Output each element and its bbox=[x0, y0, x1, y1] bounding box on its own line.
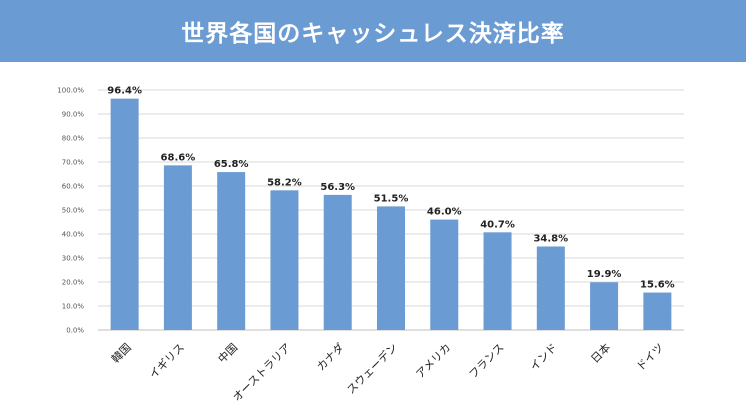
bar bbox=[483, 232, 512, 330]
category-label: アメリカ bbox=[413, 341, 453, 381]
y-tick-label: 60.0% bbox=[62, 183, 85, 191]
data-label: 46.0% bbox=[427, 207, 462, 218]
category-label: 中国 bbox=[216, 341, 241, 366]
y-tick-label: 0.0% bbox=[66, 327, 84, 335]
bar bbox=[110, 98, 139, 330]
category-label: イギリス bbox=[147, 341, 187, 381]
category-label: インド bbox=[527, 341, 560, 374]
category-label: フランス bbox=[467, 341, 507, 381]
bar bbox=[270, 190, 299, 330]
y-tick-label: 90.0% bbox=[62, 111, 85, 119]
y-tick-label: 10.0% bbox=[62, 303, 85, 311]
data-label: 58.2% bbox=[267, 177, 302, 188]
data-label: 65.8% bbox=[214, 159, 249, 170]
bar bbox=[643, 292, 672, 330]
data-label: 96.4% bbox=[107, 86, 142, 97]
bar bbox=[163, 165, 192, 330]
bar bbox=[323, 194, 352, 330]
bar bbox=[377, 206, 405, 330]
category-label: カナダ bbox=[314, 340, 347, 373]
y-tick-label: 100.0% bbox=[57, 87, 84, 95]
data-label: 68.6% bbox=[161, 152, 196, 163]
category-label: スウェーデン bbox=[344, 340, 401, 397]
data-label: 19.9% bbox=[587, 269, 622, 280]
data-label: 15.6% bbox=[640, 280, 675, 291]
bar bbox=[590, 282, 619, 330]
y-tick-label: 20.0% bbox=[62, 279, 85, 287]
title-banner: 世界各国のキャッシュレス決済比率 bbox=[0, 0, 746, 62]
category-label: 日本 bbox=[588, 340, 613, 365]
category-label: ドイツ bbox=[634, 341, 667, 374]
y-tick-label: 50.0% bbox=[62, 207, 85, 215]
chart-title: 世界各国のキャッシュレス決済比率 bbox=[181, 21, 565, 47]
y-tick-label: 80.0% bbox=[62, 135, 85, 143]
data-label: 40.7% bbox=[480, 219, 515, 230]
category-label: 韓国 bbox=[109, 341, 134, 366]
y-tick-label: 70.0% bbox=[62, 159, 85, 167]
y-tick-label: 30.0% bbox=[62, 255, 85, 263]
bar bbox=[536, 246, 565, 330]
data-label: 56.3% bbox=[320, 182, 355, 193]
bar bbox=[217, 172, 246, 330]
bar bbox=[430, 219, 459, 330]
data-label: 34.8% bbox=[533, 233, 568, 244]
y-tick-label: 40.0% bbox=[62, 231, 85, 239]
data-label: 51.5% bbox=[374, 193, 409, 204]
